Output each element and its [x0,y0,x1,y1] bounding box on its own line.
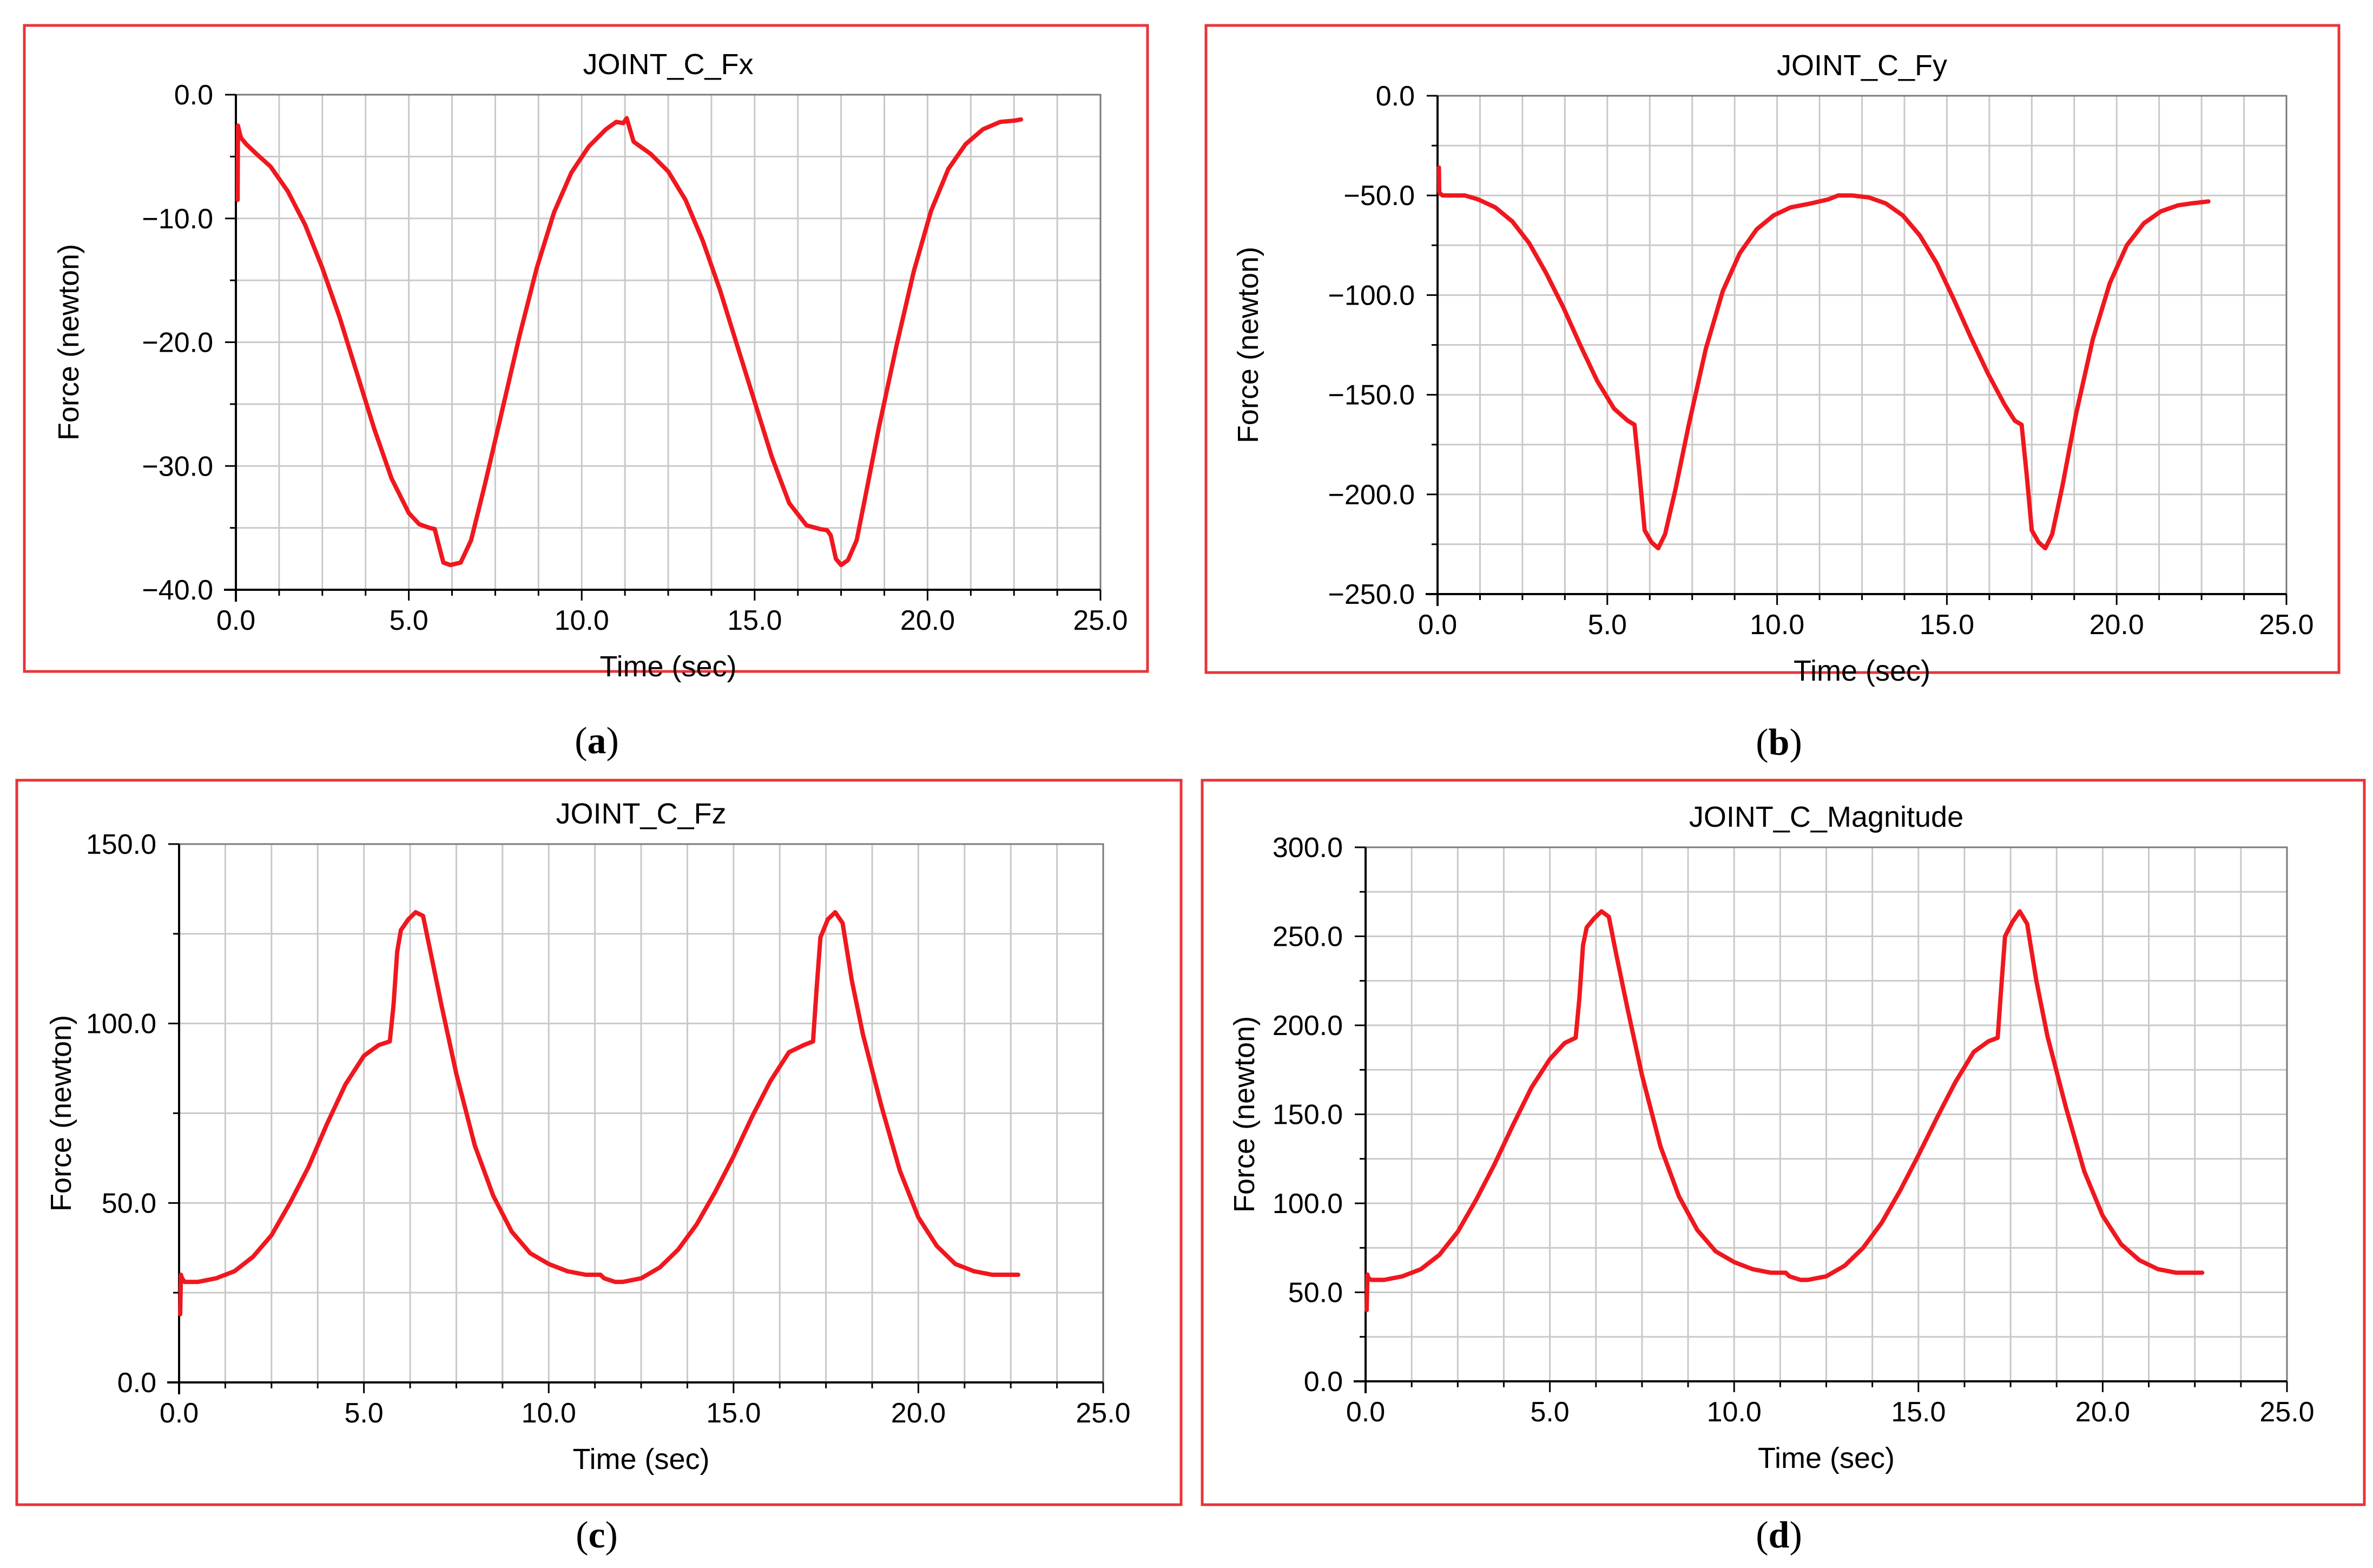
y-axis-label: Force (newton) [1232,247,1264,443]
x-axis-label: Time (sec) [573,1443,710,1475]
chart-frame [1204,24,2341,674]
caption-paren-close: ) [1789,722,1802,763]
chart-panel-b: 0.0 5.0 10.0 15.0 20.0 25.0 0.0 −50.0 −100.0 −150… [1204,24,2341,763]
series-line-0 [1365,909,2205,1313]
chart-title: JOINT_C_Fz [556,798,726,830]
caption-paren-open: ( [1756,722,1768,763]
series-line-0 [178,910,1020,1316]
chart-panel-d: 0.0 5.0 10.0 15.0 20.0 25.0 300.0 250.0 200.0 150… [1201,779,2366,1556]
series-line-0 [235,116,1023,568]
y-axis-label: Force (newton) [1228,1016,1261,1213]
y-tick-label: −150.0 [1328,380,1415,411]
caption-paren-open: ( [576,1514,588,1556]
x-tick-label: 20.0 [900,605,955,636]
x-tick-label: 25.0 [1073,605,1128,636]
caption-paren-open: ( [1756,1514,1768,1556]
x-tick-label: 0.0 [160,1398,199,1429]
series-line-0 [1436,165,2211,551]
x-tick-label: 5.0 [1588,609,1627,641]
y-tick-label: −20.0 [142,327,213,359]
panel-caption: (d) [1756,1514,1802,1556]
x-tick-label: 0.0 [216,605,255,636]
y-tick-label: −50.0 [1343,180,1415,212]
y-axis-label: Force (newton) [45,1015,77,1211]
caption-paren-close: ) [1789,1514,1802,1556]
chart-frame [15,779,1183,1506]
x-tick-label: 10.0 [1750,609,1804,641]
y-tick-label: −200.0 [1328,479,1415,511]
x-tick-label: 5.0 [344,1398,383,1429]
y-tick-label: 50.0 [102,1188,156,1219]
y-tick-label: 0.0 [1376,81,1415,112]
chart-title: JOINT_C_Fy [1777,49,1947,82]
x-tick-label: 15.0 [727,605,782,636]
x-tick-label: 10.0 [555,605,609,636]
x-tick-label: 15.0 [1891,1396,1946,1428]
x-tick-label: 5.0 [389,605,428,636]
x-tick-label: 20.0 [2089,609,2144,641]
y-tick-label: −100.0 [1328,280,1415,311]
y-tick-label: −40.0 [142,575,213,606]
y-tick-label: 250.0 [1273,921,1343,953]
x-tick-label: 15.0 [706,1398,761,1429]
x-axis-label: Time (sec) [1794,655,1930,687]
x-tick-label: 20.0 [2075,1396,2130,1428]
chart-panel-a: 0.0 5.0 10.0 15.0 20.0 25.0 0.0 −10.0 −20.0 −30.0… [23,24,1149,762]
x-tick-label: 0.0 [1418,609,1457,641]
chart-title: JOINT_C_Magnitude [1689,801,1963,833]
chart-frame [1201,779,2366,1506]
chart-panel-c: 0.0 5.0 10.0 15.0 20.0 25.0 150.0 100.0 50.0 0.0 J… [15,779,1183,1556]
caption-paren-close: ) [605,1514,618,1556]
y-tick-label: −250.0 [1328,579,1415,610]
caption-letter: a [588,720,607,762]
panel-caption: (c) [576,1514,618,1556]
caption-paren-close: ) [607,720,619,762]
y-tick-label: 300.0 [1273,832,1343,864]
chart-title: JOINT_C_Fx [583,48,753,81]
caption-letter: d [1769,1514,1790,1556]
x-axis-label: Time (sec) [1758,1442,1895,1474]
chart-frame [23,24,1149,673]
y-tick-label: 150.0 [86,829,156,860]
caption-letter: b [1769,722,1790,763]
x-tick-label: 25.0 [2259,609,2313,641]
x-tick-label: 20.0 [891,1398,946,1429]
y-tick-label: 0.0 [174,80,213,111]
x-tick-label: 25.0 [2259,1396,2314,1428]
x-tick-label: 25.0 [1076,1398,1130,1429]
y-tick-label: 100.0 [86,1009,156,1040]
x-tick-label: 10.0 [1707,1396,1762,1428]
y-tick-label: 150.0 [1273,1099,1343,1131]
panel-caption: (b) [1756,722,1802,763]
x-tick-label: 10.0 [522,1398,576,1429]
y-tick-label: 0.0 [117,1367,156,1399]
caption-paren-open: ( [575,720,587,762]
y-tick-label: 0.0 [1304,1366,1343,1398]
x-tick-label: 0.0 [1346,1396,1385,1428]
y-tick-label: −10.0 [142,203,213,235]
x-tick-label: 5.0 [1530,1396,1569,1428]
y-axis-label: Force (newton) [52,244,85,440]
caption-letter: c [588,1514,605,1556]
y-tick-label: 50.0 [1288,1277,1343,1309]
y-tick-label: 200.0 [1273,1010,1343,1042]
x-axis-label: Time (sec) [600,650,737,683]
y-tick-label: 100.0 [1273,1188,1343,1220]
panel-caption: (a) [575,720,619,762]
y-tick-label: −30.0 [142,451,213,482]
x-tick-label: 15.0 [1920,609,1974,641]
